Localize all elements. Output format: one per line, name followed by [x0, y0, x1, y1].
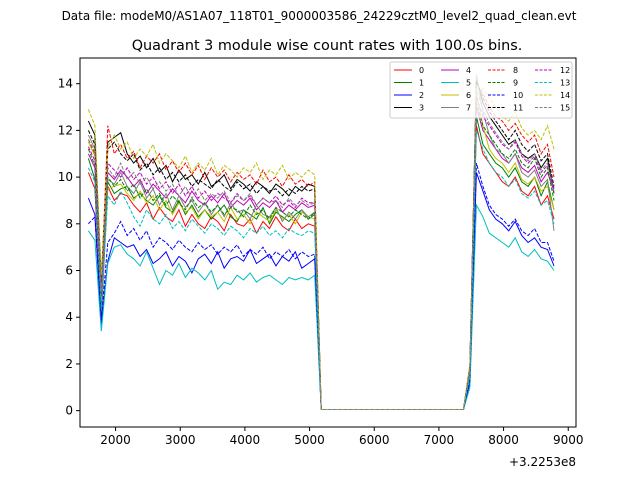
series-line-12: [87, 97, 555, 410]
legend-label-8: 8: [513, 66, 518, 75]
legend-label-2: 2: [419, 91, 424, 100]
x-axis: 2000 3000 4000 5000 6000 7000 8000 9000: [100, 427, 584, 447]
legend-label-5: 5: [466, 79, 471, 88]
series-line-9: [87, 102, 555, 410]
series-line-0: [87, 125, 555, 410]
y-tick-label: 0: [65, 404, 73, 418]
legend-box: [389, 61, 573, 119]
x-tick-label: 7000: [424, 433, 455, 447]
legend-label-1: 1: [419, 79, 424, 88]
y-tick-label: 10: [58, 170, 73, 184]
legend-label-0: 0: [419, 66, 424, 75]
series-line-15: [87, 88, 555, 410]
x-tick-label: 3000: [165, 433, 196, 447]
x-tick-label: 5000: [294, 433, 325, 447]
x-tick-label: 4000: [230, 433, 261, 447]
legend-label-11: 11: [513, 104, 523, 113]
series-line-7: [87, 74, 555, 410]
legend-label-7: 7: [466, 104, 471, 113]
series-line-1: [87, 116, 555, 410]
legend-label-10: 10: [513, 91, 523, 100]
y-tick-label: 4: [65, 310, 73, 324]
legend-label-14: 14: [560, 91, 570, 100]
legend-label-6: 6: [466, 91, 471, 100]
y-tick-label: 8: [65, 217, 73, 231]
y-tick-label: 12: [58, 123, 73, 137]
y-tick-label: 2: [65, 357, 73, 371]
series-line-13: [87, 130, 555, 410]
chart-title: Quadrant 3 module wise count rates with …: [132, 38, 523, 54]
x-tick-label: 9000: [553, 433, 584, 447]
series-line-6: [87, 92, 555, 410]
legend-label-9: 9: [513, 79, 518, 88]
y-tick-label: 6: [65, 264, 73, 278]
legend-label-12: 12: [560, 66, 570, 75]
series-line-10: [88, 162, 555, 410]
data-file-label: Data file: modeM0/AS1A07_118T01_90000035…: [62, 9, 577, 23]
x-tick-label: 8000: [488, 433, 519, 447]
series-line-14: [87, 85, 555, 410]
x-tick-label: 2000: [100, 433, 131, 447]
x-axis-offset-label: +3.2253e8: [509, 455, 576, 469]
legend-label-4: 4: [466, 66, 471, 75]
y-tick-label: 14: [58, 77, 73, 91]
legend-label-15: 15: [560, 104, 570, 113]
legend-label-3: 3: [419, 104, 424, 113]
legend-label-13: 13: [560, 79, 570, 88]
y-axis: 0 2 4 6 8 10 12 14: [58, 77, 80, 418]
series-line-5: [87, 203, 555, 410]
series-layer: [87, 74, 555, 410]
plot-frame: [79, 57, 577, 428]
x-tick-label: 6000: [359, 433, 390, 447]
